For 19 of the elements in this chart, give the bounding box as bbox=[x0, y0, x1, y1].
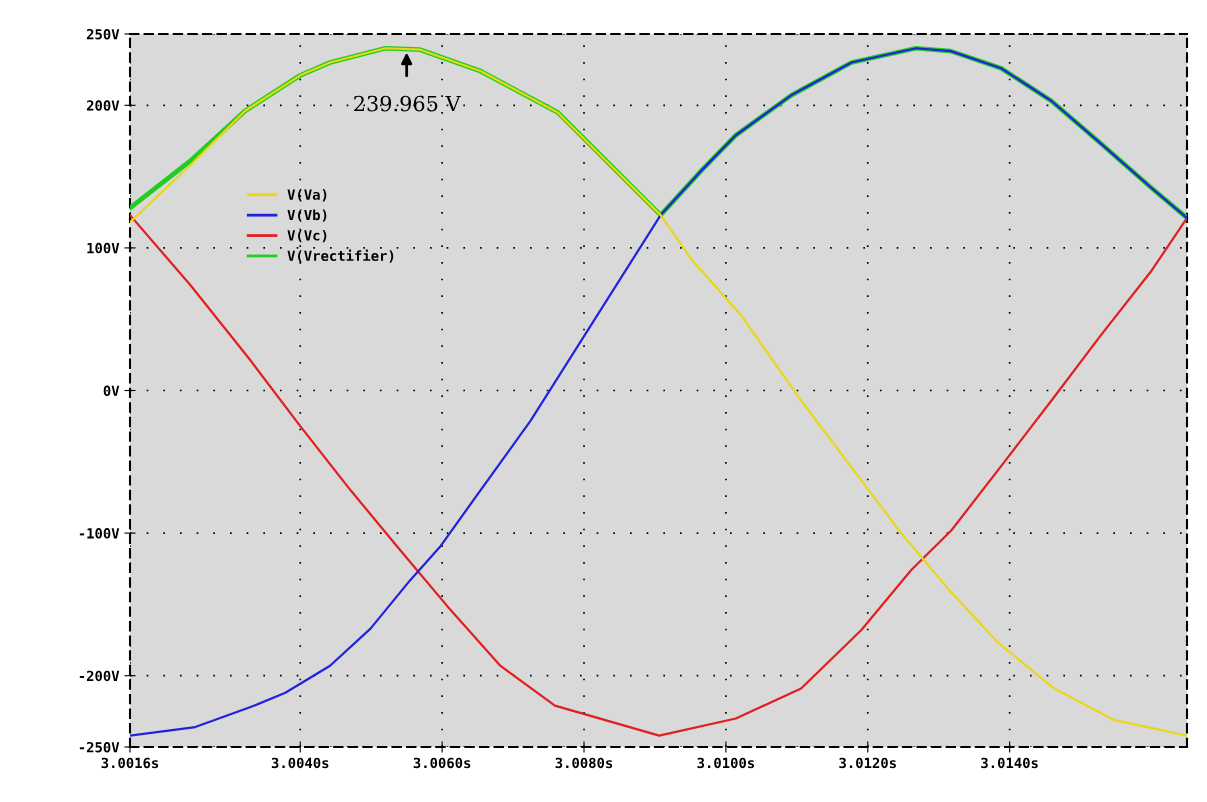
x-tick-label: 3.0140s bbox=[981, 757, 1038, 769]
x-tick-label: 3.0060s bbox=[413, 757, 471, 769]
y-tick-label: -100V bbox=[79, 528, 120, 539]
y-tick-label: 100V bbox=[87, 242, 120, 254]
x-tick-label: 3.0040s bbox=[271, 757, 329, 769]
y-tick-label: -200V bbox=[79, 670, 120, 682]
annotation: 239.965 V bbox=[354, 95, 461, 112]
x-tick-label: 3.0100s bbox=[697, 757, 755, 769]
y-tick-label: 0V bbox=[103, 385, 120, 396]
x-tick-label: 3.0016s bbox=[101, 757, 159, 769]
y-tick-label: 200V bbox=[86, 100, 120, 111]
y-tick-label: 250V bbox=[86, 28, 120, 40]
x-tick-label: 3.0120s bbox=[839, 757, 896, 769]
x-tick-label: 3.0080s bbox=[555, 757, 613, 769]
legend-label: V(Vc) bbox=[287, 229, 327, 243]
legend-label: V(Vrectifier) bbox=[287, 249, 394, 263]
y-tick-label: -250V bbox=[79, 741, 120, 753]
legend-label: V(Vb) bbox=[287, 209, 327, 222]
legend-label: V(Va) bbox=[287, 189, 327, 202]
